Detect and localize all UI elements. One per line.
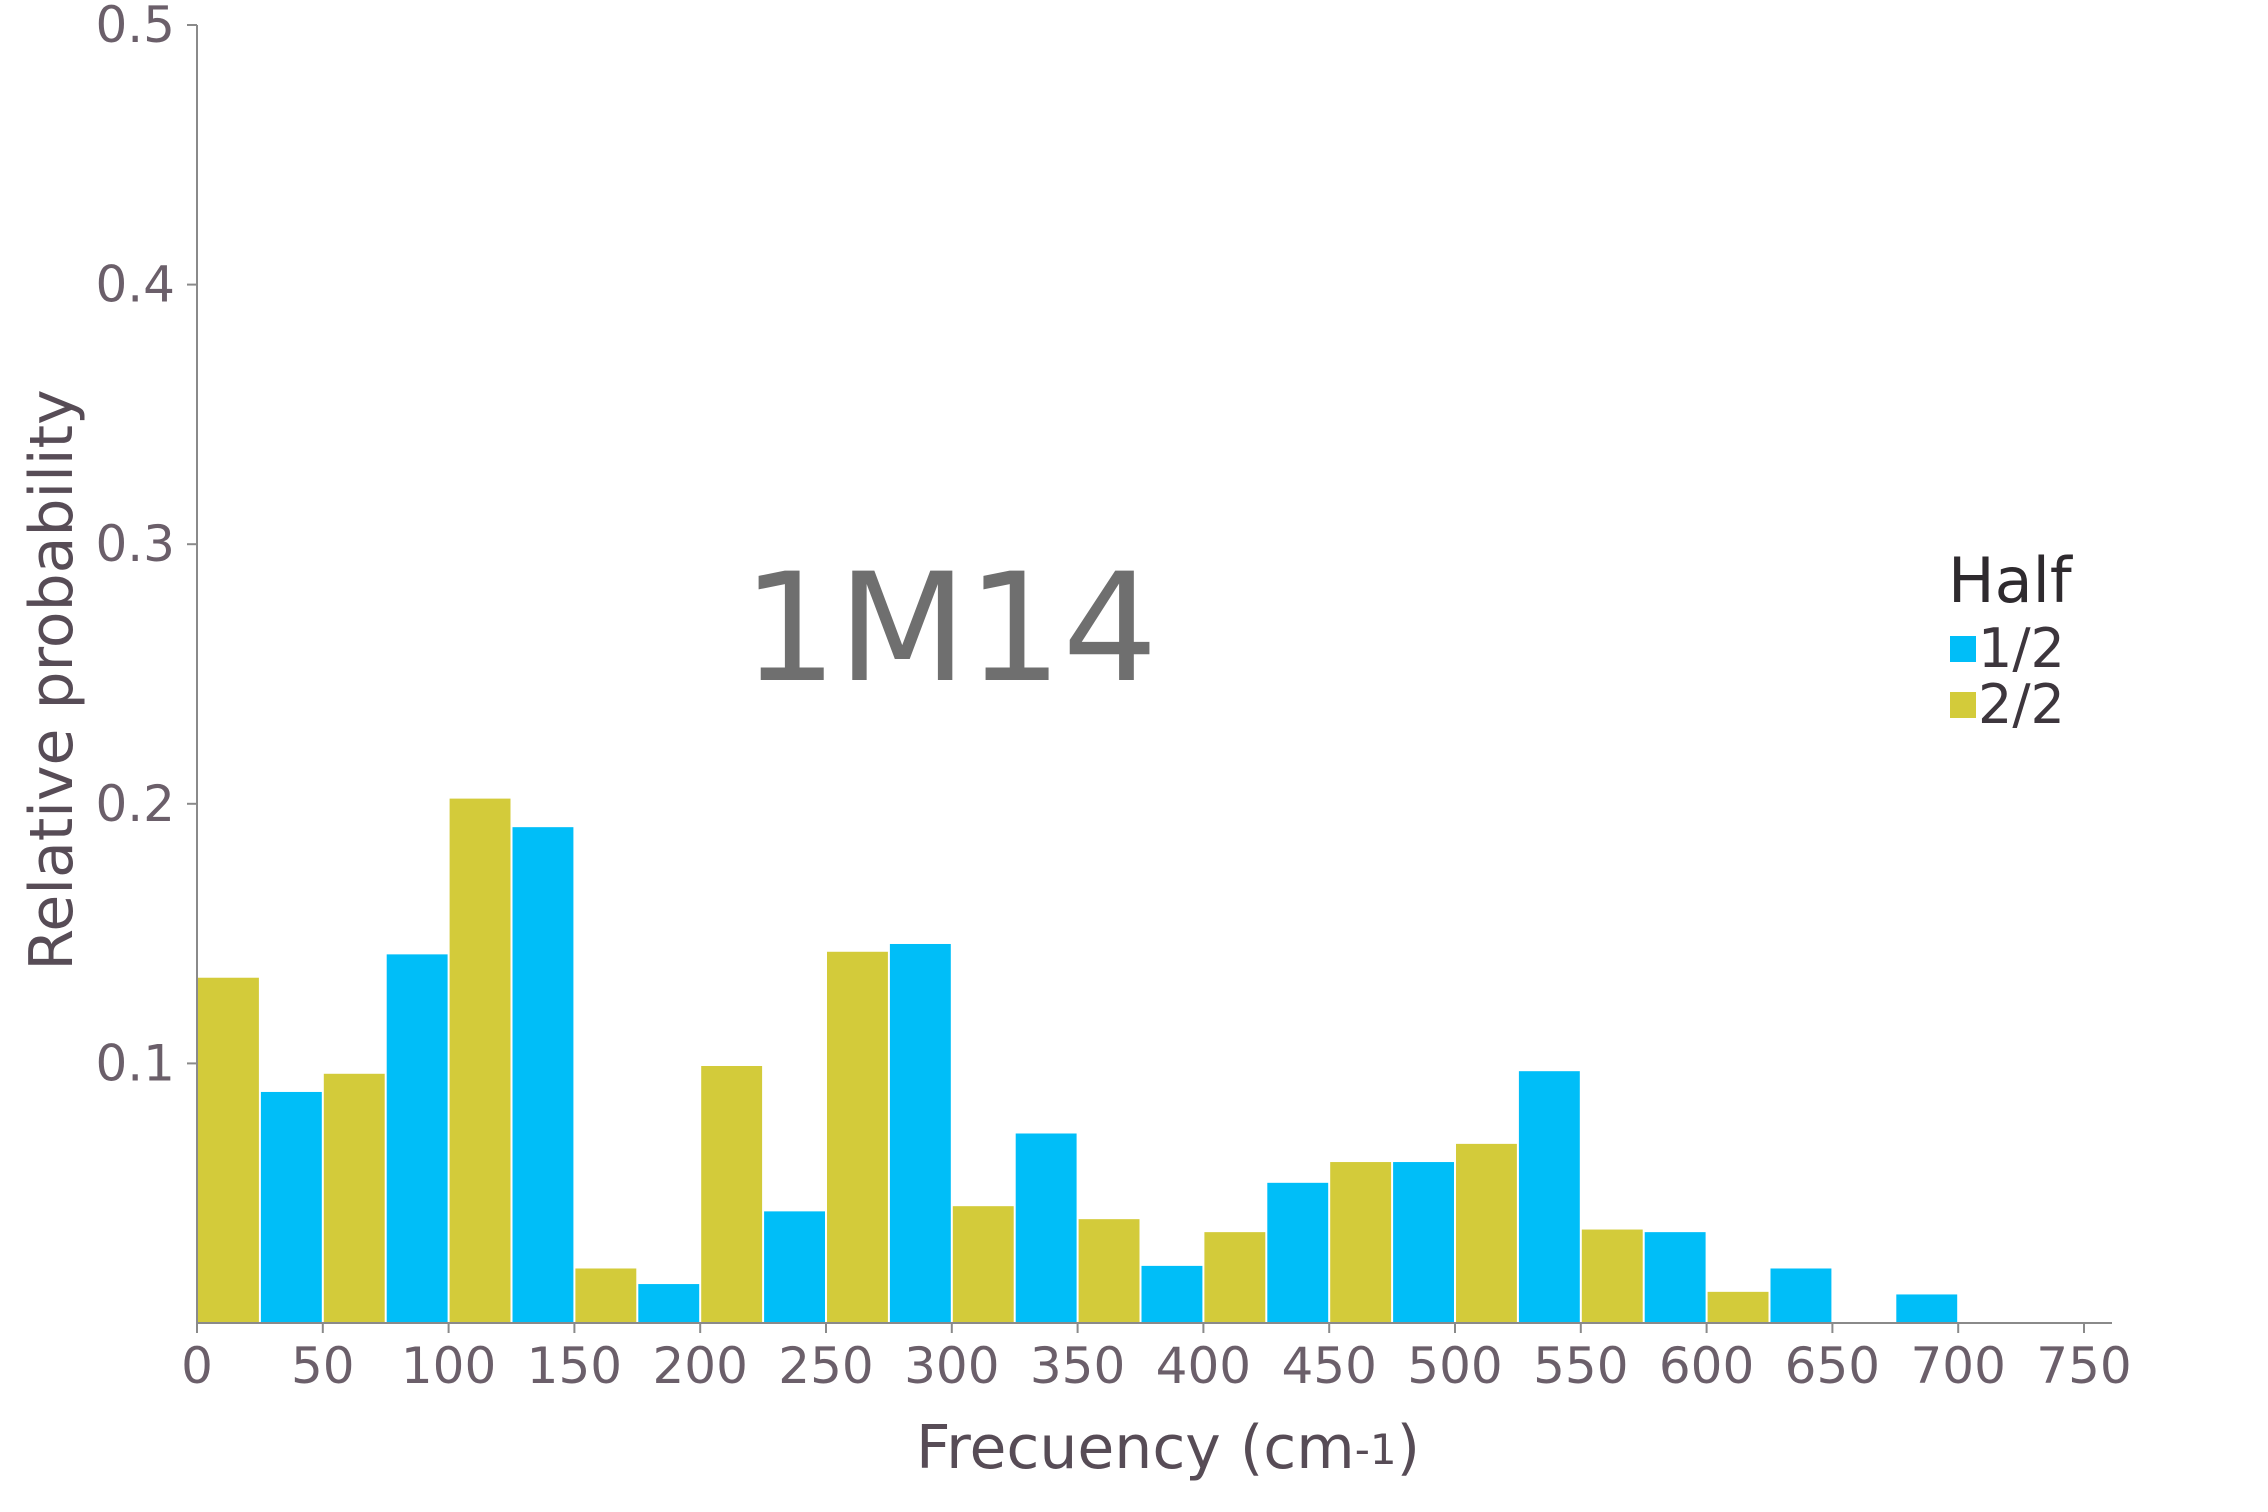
bar-400-2-2 <box>1204 1232 1266 1323</box>
bar-325-1-2 <box>1015 1133 1077 1323</box>
bars-group <box>198 798 1958 1323</box>
bar-50-2-2 <box>323 1073 385 1323</box>
y-tick-label-0.1: 0.1 <box>95 1034 175 1092</box>
x-axis-title: Frecuency (cm-1) <box>916 1413 1420 1483</box>
x-tick-label-450: 450 <box>1281 1337 1376 1395</box>
x-tick-label-550: 550 <box>1533 1337 1628 1395</box>
x-tick-label-200: 200 <box>652 1337 747 1395</box>
y-axis-title: Relative probability <box>17 389 87 970</box>
bar-150-2-2 <box>575 1268 637 1323</box>
x-tick-label-650: 650 <box>1785 1337 1880 1395</box>
bar-275-1-2 <box>889 943 951 1323</box>
x-tick-label-500: 500 <box>1407 1337 1502 1395</box>
bar-525-1-2 <box>1518 1071 1580 1323</box>
x-tick-label-0: 0 <box>181 1337 213 1395</box>
bar-75-1-2 <box>386 954 448 1323</box>
bar-225-1-2 <box>764 1211 825 1323</box>
x-tick-label-600: 600 <box>1659 1337 1754 1395</box>
bar-300-2-2 <box>952 1206 1014 1323</box>
bar-500-2-2 <box>1456 1143 1517 1323</box>
bar-575-1-2 <box>1644 1232 1706 1323</box>
x-axis-title-superscript: -1 <box>1355 1425 1397 1474</box>
x-tick-label-700: 700 <box>1910 1337 2005 1395</box>
x-tick-label-50: 50 <box>291 1337 355 1395</box>
legend-label-1-2: 1/2 <box>1978 617 2065 680</box>
legend-swatch-1-2 <box>1950 636 1976 662</box>
bar-250-2-2 <box>827 951 888 1323</box>
y-tick-label-0.4: 0.4 <box>95 256 175 314</box>
x-tick-label-100: 100 <box>401 1337 496 1395</box>
bar-675-1-2 <box>1896 1294 1958 1323</box>
x-tick-label-250: 250 <box>778 1337 873 1395</box>
y-tick-label-0.3: 0.3 <box>95 515 175 573</box>
bar-0-2-2 <box>198 977 259 1323</box>
ticks-group: 0 50 100 150 200 250 300 350 400 450 500 550 600 650 7… <box>95 0 2131 1395</box>
legend-label-2-2: 2/2 <box>1978 673 2065 736</box>
bar-475-1-2 <box>1393 1162 1454 1323</box>
bar-450-2-2 <box>1330 1162 1392 1323</box>
x-tick-label-350: 350 <box>1030 1337 1125 1395</box>
bar-375-1-2 <box>1141 1265 1203 1323</box>
bar-425-1-2 <box>1267 1182 1329 1323</box>
x-tick-label-300: 300 <box>904 1337 999 1395</box>
legend-title: Half <box>1948 544 2074 617</box>
bar-550-2-2 <box>1581 1229 1643 1323</box>
legend-swatch-2-2 <box>1950 692 1976 718</box>
bar-25-1-2 <box>260 1091 322 1323</box>
bar-125-1-2 <box>512 827 574 1323</box>
legend: Half 1/2 2/2 <box>1948 544 2074 736</box>
axes-group <box>196 25 2112 1324</box>
bar-200-2-2 <box>701 1065 763 1323</box>
bar-100-2-2 <box>449 798 511 1323</box>
bar-625-1-2 <box>1770 1268 1832 1323</box>
bar-600-2-2 <box>1707 1291 1769 1323</box>
x-tick-label-750: 750 <box>2036 1337 2131 1395</box>
bar-175-1-2 <box>638 1284 700 1323</box>
y-tick-label-0.5: 0.5 <box>95 0 175 54</box>
chart-title: 1M14 <box>742 542 1158 716</box>
bar-350-2-2 <box>1078 1219 1140 1323</box>
x-tick-label-400: 400 <box>1156 1337 1251 1395</box>
x-tick-label-150: 150 <box>527 1337 622 1395</box>
y-tick-label-0.2: 0.2 <box>95 775 175 833</box>
